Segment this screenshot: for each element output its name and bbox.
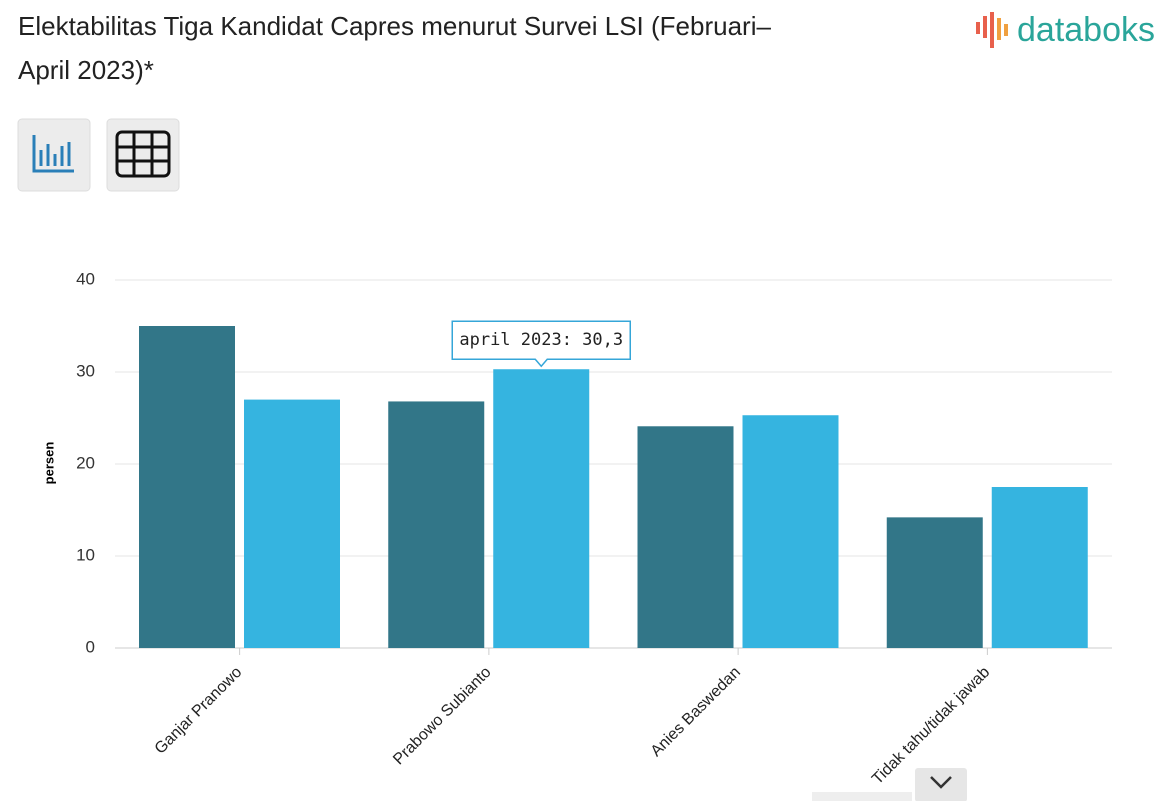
bar	[742, 415, 839, 648]
y-tick-label: 30	[76, 361, 95, 380]
x-tick-label: Prabowo Subianto	[390, 664, 495, 769]
tooltip-text: april 2023: 30,3	[459, 330, 623, 350]
bar	[886, 517, 983, 648]
bar	[388, 401, 485, 648]
bar	[139, 326, 235, 648]
tooltip-box	[451, 320, 631, 368]
bar	[244, 399, 340, 648]
x-tick-label: Ganjar Pranowo	[152, 664, 246, 758]
scroll-tab[interactable]	[812, 768, 967, 801]
tooltip: april 2023: 30,3	[451, 320, 631, 368]
chart-title: April 2023)*	[18, 55, 154, 85]
logo-text: databoks	[1017, 11, 1155, 49]
chart-view-button[interactable]	[17, 118, 91, 192]
y-tick-label: 10	[76, 545, 95, 564]
chart-title: Elektabilitas Tiga Kandidat Capres menur…	[18, 11, 771, 41]
bar	[637, 426, 734, 648]
y-tick-label: 20	[76, 453, 95, 472]
y-tick-label: 40	[76, 269, 95, 288]
y-tick-label: 0	[86, 637, 95, 656]
x-tick-label: Anies Baswedan	[648, 664, 744, 760]
bar	[493, 369, 590, 648]
logo-icon	[976, 12, 1008, 48]
y-axis-label: persen	[41, 442, 56, 485]
table-view-button[interactable]	[106, 118, 180, 192]
bar	[991, 487, 1088, 648]
